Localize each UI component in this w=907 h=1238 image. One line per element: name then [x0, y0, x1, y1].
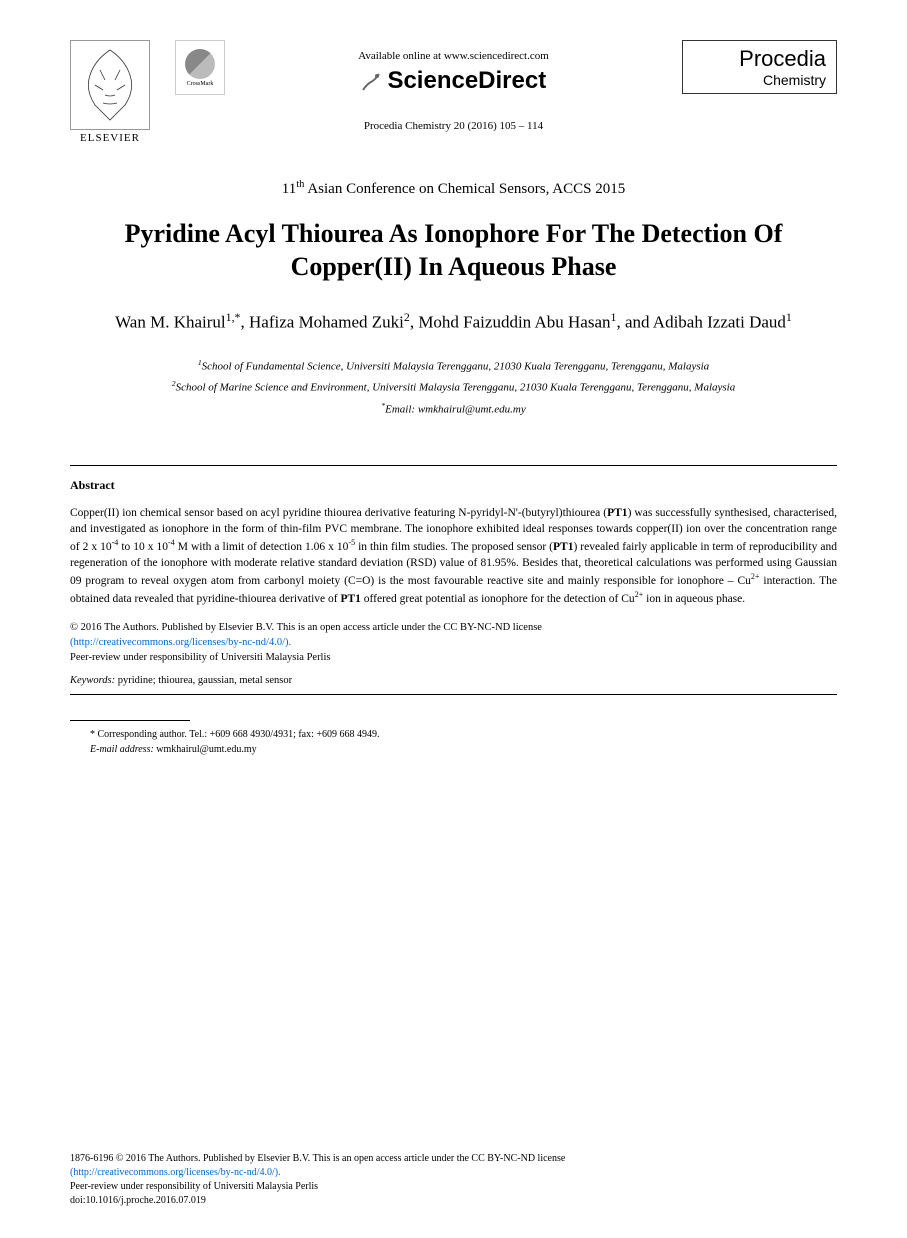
email-label: E-mail address: — [90, 744, 154, 755]
elsevier-block: ELSEVIER CrossMark — [70, 40, 225, 144]
copyright-line1: © 2016 The Authors. Published by Elsevie… — [70, 622, 542, 633]
crossmark-label: CrossMark — [187, 81, 214, 87]
affiliations-block: 1School of Fundamental Science, Universi… — [70, 356, 837, 420]
abstract-text: Copper(II) ion chemical sensor based on … — [70, 505, 837, 607]
abstract-heading: Abstract — [70, 478, 837, 493]
elsevier-tree-logo — [70, 40, 150, 130]
journal-reference: Procedia Chemistry 20 (2016) 105 – 114 — [225, 120, 682, 132]
corresponding-author-block: * Corresponding author. Tel.: +609 668 4… — [70, 727, 837, 757]
conference-name: 11th Asian Conference on Chemical Sensor… — [70, 179, 837, 198]
keywords-text: pyridine; thiourea, gaussian, metal sens… — [115, 675, 292, 686]
footer-copyright: 1876-6196 © 2016 The Authors. Published … — [70, 1153, 565, 1164]
footnote-divider — [70, 720, 190, 721]
center-header: Available online at www.sciencedirect.co… — [225, 40, 682, 132]
procedia-logo-box: Procedia Chemistry — [682, 40, 837, 94]
elsevier-container: ELSEVIER — [70, 40, 150, 144]
email-value: wmkhairul@umt.edu.my — [154, 744, 257, 755]
corresponding-line2: E-mail address: wmkhairul@umt.edu.my — [90, 742, 837, 757]
affiliation-2: 2School of Marine Science and Environmen… — [70, 377, 837, 398]
divider-line-bottom — [70, 694, 837, 695]
crossmark-badge[interactable]: CrossMark — [175, 40, 225, 95]
keywords-label: Keywords: — [70, 675, 115, 686]
procedia-subtitle: Chemistry — [693, 72, 826, 88]
corresponding-email: *Email: wmkhairul@umt.edu.my — [70, 399, 837, 420]
sciencedirect-logo: ScienceDirect — [225, 67, 682, 95]
crossmark-icon — [185, 49, 215, 79]
corresponding-line1: * Corresponding author. Tel.: +609 668 4… — [90, 727, 837, 742]
sciencedirect-icon — [361, 72, 381, 92]
peer-review-line: Peer-review under responsibility of Univ… — [70, 652, 330, 663]
divider-line — [70, 465, 837, 466]
footer-doi: doi:10.1016/j.proche.2016.07.019 — [70, 1195, 206, 1206]
license-link[interactable]: (http://creativecommons.org/licenses/by-… — [70, 637, 291, 648]
page-container: ELSEVIER CrossMark Available online at w… — [0, 0, 907, 787]
sciencedirect-text: ScienceDirect — [387, 67, 546, 94]
footer-license-link[interactable]: (http://creativecommons.org/licenses/by-… — [70, 1167, 281, 1178]
keywords-line: Keywords: pyridine; thiourea, gaussian, … — [70, 675, 837, 686]
procedia-title: Procedia — [693, 46, 826, 72]
available-online-text: Available online at www.sciencedirect.co… — [225, 50, 682, 62]
footer-peer-review: Peer-review under responsibility of Univ… — [70, 1181, 318, 1192]
authors-list: Wan M. Khairul1,*, Hafiza Mohamed Zuki2,… — [70, 308, 837, 336]
footer-block: 1876-6196 © 2016 The Authors. Published … — [70, 1152, 837, 1208]
copyright-block: © 2016 The Authors. Published by Elsevie… — [70, 621, 837, 665]
elsevier-label: ELSEVIER — [70, 132, 150, 144]
header-row: ELSEVIER CrossMark Available online at w… — [70, 40, 837, 144]
paper-title: Pyridine Acyl Thiourea As Ionophore For … — [70, 218, 837, 283]
affiliation-1: 1School of Fundamental Science, Universi… — [70, 356, 837, 377]
